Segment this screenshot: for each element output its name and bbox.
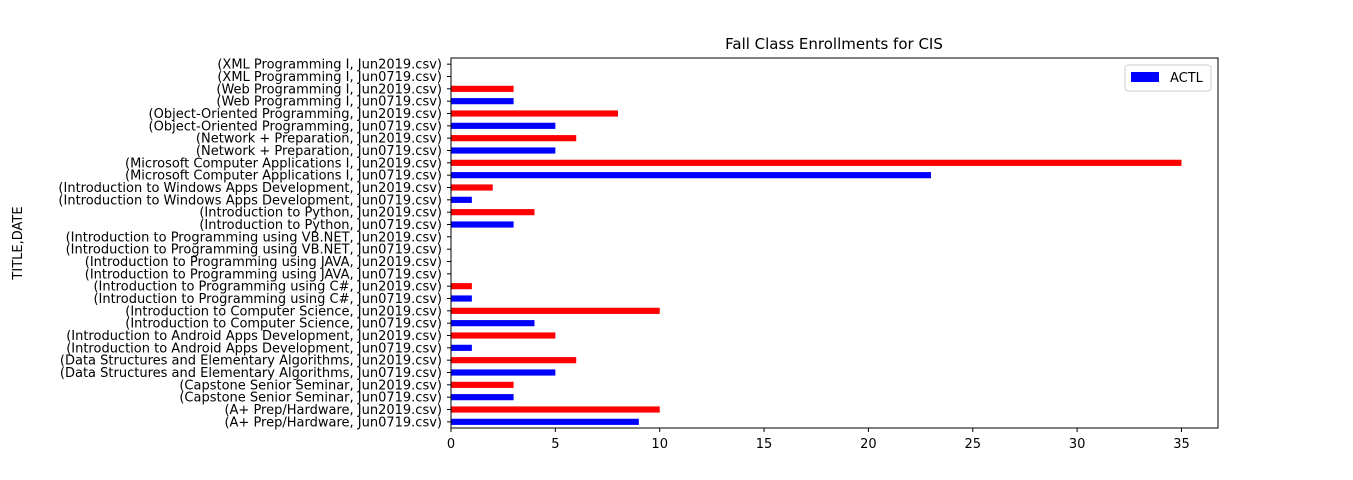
legend-label-actl: ACTL — [1170, 71, 1204, 86]
y-tick-label-10: (Introduction to Programming using C#, J… — [93, 292, 442, 307]
legend: ACTL — [1124, 64, 1212, 92]
y-tick-label-29: (XML Programming I, Jun2019.csv) — [217, 58, 442, 73]
y-tick-label-19: (Introduction to Windows Apps Developmen… — [58, 181, 442, 196]
bar-21 — [451, 159, 1182, 166]
bar-24 — [451, 122, 556, 129]
y-tick-label-15: (Introduction to Programming using VB.NE… — [66, 230, 442, 245]
bar-8 — [451, 320, 535, 327]
y-tick-label-4: (Data Structures and Elementary Algorith… — [60, 366, 442, 381]
bar-19 — [451, 184, 493, 191]
y-tick-label-14: (Introduction to Programming using VB.NE… — [66, 243, 442, 258]
y-tick-label-27: (Web Programming I, Jun2019.csv) — [216, 82, 442, 97]
bar-16 — [451, 221, 514, 228]
bar-17 — [451, 209, 535, 216]
y-tick-label-0: (A+ Prep/Hardware, Jun0719.csv) — [224, 415, 442, 430]
legend-frame — [1124, 64, 1212, 92]
y-tick-label-18: (Introduction to Windows Apps Developmen… — [58, 193, 442, 208]
y-ticks-layer: (A+ Prep/Hardware, Jun0719.csv)(A+ Prep/… — [58, 58, 451, 430]
y-tick-label-28: (XML Programming I, Jun0719.csv) — [217, 70, 442, 85]
bar-1 — [451, 406, 660, 413]
x-tick-label-4: 20 — [860, 437, 877, 452]
y-tick-label-20: (Microsoft Computer Applications I, Jun0… — [125, 169, 442, 184]
bar-27 — [451, 85, 514, 92]
y-tick-label-5: (Data Structures and Elementary Algorith… — [60, 354, 442, 369]
y-tick-label-25: (Object-Oriented Programming, Jun2019.cs… — [149, 107, 442, 122]
bar-10 — [451, 295, 472, 302]
bars-layer — [451, 85, 1182, 425]
bar-2 — [451, 394, 514, 401]
bar-5 — [451, 357, 577, 364]
x-ticks-layer: 0 5 10 15 20 25 30 35 — [447, 428, 1190, 452]
y-tick-label-24: (Object-Oriented Programming, Jun0719.cs… — [149, 119, 442, 134]
y-tick-label-21: (Microsoft Computer Applications I, Jun2… — [125, 156, 442, 171]
x-tick-label-7: 35 — [1173, 437, 1190, 452]
y-tick-label-1: (A+ Prep/Hardware, Jun2019.csv) — [224, 403, 442, 418]
y-tick-label-26: (Web Programming I, Jun0719.csv) — [216, 95, 442, 110]
y-tick-label-8: (Introduction to Computer Science, Jun07… — [125, 317, 442, 332]
bar-20 — [451, 172, 932, 179]
y-axis-label: TITLE,DATE — [11, 206, 26, 280]
y-tick-label-13: (Introduction to Programming using JAVA,… — [85, 255, 442, 270]
y-tick-label-3: (Capstone Senior Seminar, Jun2019.csv) — [179, 378, 442, 393]
bar-26 — [451, 98, 514, 105]
bar-9 — [451, 307, 660, 314]
y-tick-label-11: (Introduction to Programming using C#, J… — [93, 280, 442, 295]
y-tick-label-2: (Capstone Senior Seminar, Jun0719.csv) — [179, 391, 442, 406]
y-tick-label-22: (Network + Preparation, Jun0719.csv) — [196, 144, 442, 159]
x-tick-label-0: 0 — [447, 437, 455, 452]
bar-4 — [451, 369, 556, 376]
x-tick-label-6: 30 — [1069, 437, 1086, 452]
y-tick-label-6: (Introduction to Android Apps Developmen… — [66, 341, 442, 356]
bar-18 — [451, 196, 472, 203]
y-tick-label-23: (Network + Preparation, Jun2019.csv) — [196, 132, 442, 147]
y-tick-label-17: (Introduction to Python, Jun2019.csv) — [199, 206, 442, 221]
bar-6 — [451, 344, 472, 351]
x-tick-label-1: 5 — [551, 437, 559, 452]
bar-11 — [451, 283, 472, 290]
y-tick-label-9: (Introduction to Computer Science, Jun20… — [125, 304, 442, 319]
y-tick-label-12: (Introduction to Programming using JAVA,… — [85, 267, 442, 282]
plot-area-frame — [450, 57, 1219, 429]
y-tick-label-16: (Introduction to Python, Jun0719.csv) — [199, 218, 442, 233]
bar-25 — [451, 110, 618, 117]
bar-0 — [451, 418, 639, 425]
chart-title: Fall Class Enrollments for CIS — [725, 35, 943, 53]
bar-22 — [451, 147, 556, 154]
bar-3 — [451, 381, 514, 388]
bar-23 — [451, 135, 577, 142]
legend-swatch-actl — [1131, 72, 1159, 82]
y-tick-label-7: (Introduction to Android Apps Developmen… — [66, 329, 442, 344]
x-tick-label-2: 10 — [651, 437, 668, 452]
x-tick-label-5: 25 — [964, 437, 981, 452]
x-tick-label-3: 15 — [756, 437, 773, 452]
bar-7 — [451, 332, 556, 339]
